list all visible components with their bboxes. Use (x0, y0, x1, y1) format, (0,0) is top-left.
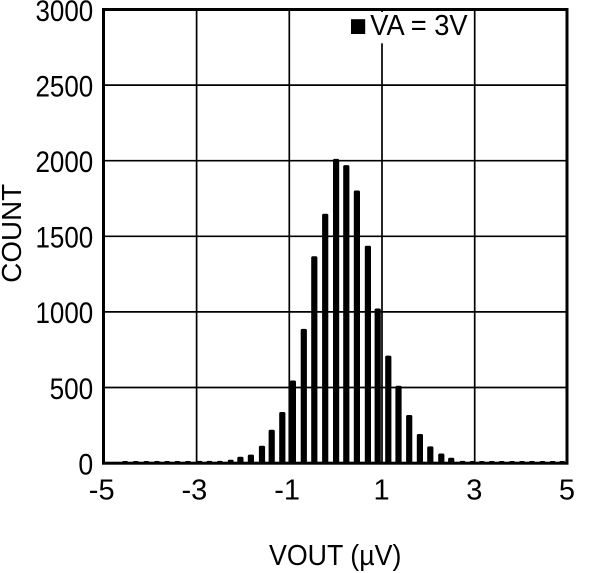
svg-text:VA = 3V: VA = 3V (370, 10, 468, 42)
svg-text:COUNT: COUNT (0, 184, 27, 283)
svg-text:500: 500 (50, 373, 94, 406)
svg-text:-5: -5 (89, 475, 115, 507)
svg-text:-1: -1 (274, 475, 300, 507)
svg-text:1000: 1000 (36, 297, 94, 330)
svg-text:3000: 3000 (36, 0, 94, 28)
svg-text:-3: -3 (182, 475, 208, 507)
svg-text:0: 0 (78, 449, 93, 482)
svg-text:1500: 1500 (36, 222, 94, 255)
svg-text:2500: 2500 (36, 70, 94, 103)
svg-text:5: 5 (559, 475, 575, 507)
svg-text:VOUT (µV): VOUT (µV) (269, 540, 401, 572)
svg-text:3: 3 (466, 475, 482, 507)
svg-text:2000: 2000 (36, 146, 94, 179)
svg-text:1: 1 (374, 475, 390, 507)
